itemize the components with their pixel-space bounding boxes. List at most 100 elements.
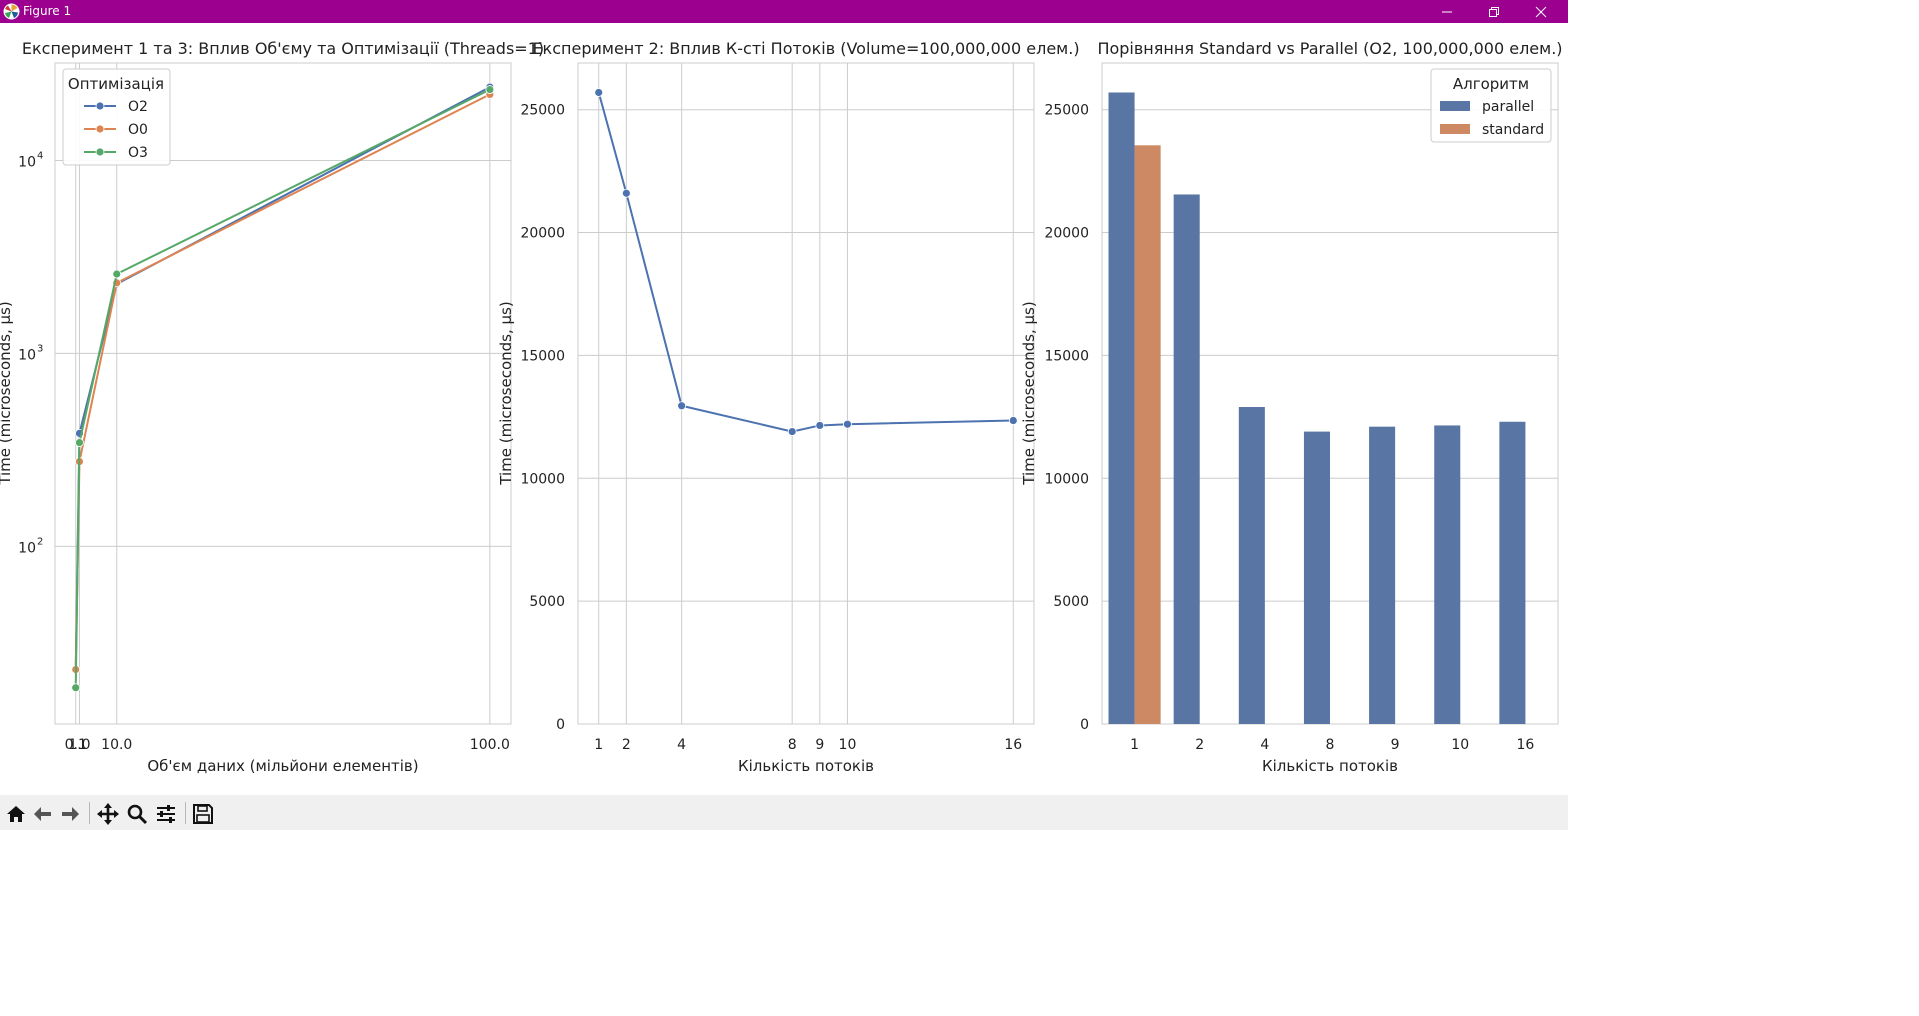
legend-title: Оптимізація xyxy=(68,75,164,93)
series-lines xyxy=(71,82,495,693)
navigation-toolbar xyxy=(0,795,1568,830)
legend-swatch xyxy=(1440,124,1470,134)
y-tick-label: 10 xyxy=(18,347,36,363)
x-tick-label: 8 xyxy=(788,737,797,753)
chart-title: Порівняння Standard vs Parallel (O2, 100… xyxy=(1097,39,1562,58)
x-tick-label: 16 xyxy=(1517,737,1535,753)
chart-standard-vs-parallel: 1 2 4 8 9 10 16 0 5000 10000 15000 20000 25000 Порі… xyxy=(1020,39,1563,775)
data-point-O3 xyxy=(112,269,122,279)
y-tick-label: 10 xyxy=(18,154,36,170)
legend-entry: O2 xyxy=(128,99,148,115)
x-tick-label: 16 xyxy=(1004,737,1022,753)
x-tick-label: 8 xyxy=(1326,737,1335,753)
restore-icon xyxy=(1489,6,1499,17)
y-tick-label: 25000 xyxy=(1044,103,1089,119)
legend-marker xyxy=(95,124,105,134)
x-tick-label: 1.0 xyxy=(68,737,90,753)
bar-parallel xyxy=(1434,425,1461,724)
data-point xyxy=(815,421,825,430)
bar-standard xyxy=(1134,145,1161,724)
chart-title: Експеримент 1 та 3: Вплив Об'єму та Опти… xyxy=(22,39,544,58)
arrow-right-icon xyxy=(62,807,79,821)
legend-marker xyxy=(95,147,105,157)
y-tick-label: 15000 xyxy=(1044,348,1089,364)
x-tick-label: 4 xyxy=(677,737,686,753)
y-tick-label: 5000 xyxy=(1053,594,1089,610)
data-point xyxy=(677,401,687,411)
home-button[interactable] xyxy=(3,801,29,827)
configure-subplots-button[interactable] xyxy=(153,801,179,827)
sliders-icon xyxy=(157,805,175,823)
zoom-button[interactable] xyxy=(124,801,150,827)
x-tick-label: 1 xyxy=(594,737,603,753)
y-tick-label: 25000 xyxy=(520,103,565,119)
arrow-left-icon xyxy=(34,807,51,821)
save-button[interactable] xyxy=(190,801,216,827)
x-tick-label: 9 xyxy=(815,737,824,753)
series-line-O3 xyxy=(74,88,491,688)
data-point xyxy=(787,427,797,436)
series-lines xyxy=(594,88,1018,436)
magnifier-icon xyxy=(127,804,148,825)
legend-entry: O3 xyxy=(128,145,148,161)
x-tick-label: 100.0 xyxy=(470,737,510,753)
legend-marker xyxy=(95,101,105,111)
x-axis-label: Кількість потоків xyxy=(738,757,874,775)
pan-button[interactable] xyxy=(95,801,121,827)
x-axis-label: Об'єм даних (мільйони елементів) xyxy=(147,757,418,775)
legend-entry: O0 xyxy=(128,122,148,138)
x-tick-label: 2 xyxy=(622,737,631,753)
grid-lines xyxy=(578,63,1034,725)
y-tick-label: 20000 xyxy=(1044,226,1089,242)
data-point xyxy=(594,88,604,97)
data-point xyxy=(843,419,852,429)
y-tick-labels: 0 5000 10000 15000 20000 25000 xyxy=(520,103,565,733)
x-tick-labels: 0.11.0 10.0 100.0 xyxy=(65,737,510,753)
legend-entry: parallel xyxy=(1482,99,1534,115)
matplotlib-icon xyxy=(3,3,20,20)
restore-button[interactable] xyxy=(1471,0,1517,23)
legend-swatch xyxy=(1440,101,1470,111)
x-tick-label: 4 xyxy=(1260,737,1269,753)
legend-entry: standard xyxy=(1482,122,1544,138)
bar-parallel xyxy=(1369,426,1396,724)
y-tick-exponent: 3 xyxy=(37,343,43,354)
x-tick-label: 9 xyxy=(1391,737,1400,753)
bar-parallel xyxy=(1173,194,1200,724)
home-icon xyxy=(7,806,25,822)
close-icon xyxy=(1535,6,1547,17)
y-tick-label: 5000 xyxy=(529,594,565,610)
data-point xyxy=(621,188,631,198)
move-icon xyxy=(97,803,119,825)
minimize-button[interactable] xyxy=(1424,0,1470,23)
plot-area xyxy=(577,62,1035,725)
back-button[interactable] xyxy=(30,801,56,827)
legend-frame xyxy=(62,68,171,166)
data-point xyxy=(1008,416,1018,425)
data-point-O3 xyxy=(71,683,81,693)
forward-button[interactable] xyxy=(57,801,83,827)
x-tick-label: 2 xyxy=(1195,737,1204,753)
toolbar-separator xyxy=(89,802,90,824)
bar-parallel xyxy=(1238,407,1265,724)
y-tick-label: 10000 xyxy=(520,471,565,487)
y-tick-exponent: 2 xyxy=(37,536,43,547)
x-tick-label: 10 xyxy=(1451,737,1469,753)
toolbar-separator xyxy=(185,802,186,824)
window-titlebar: Figure 1 xyxy=(0,0,1568,23)
y-tick-label: 10000 xyxy=(1044,471,1089,487)
minimize-icon xyxy=(1442,11,1452,12)
y-axis-label: Time (microseconds, μs) xyxy=(497,301,515,485)
y-tick-label: 20000 xyxy=(520,226,565,242)
y-tick-label: 0 xyxy=(556,717,565,733)
legend-title: Алгоритм xyxy=(1453,75,1529,93)
bars xyxy=(1108,92,1526,724)
chart-threads: 1 2 4 8 9 10 16 0 5000 10000 15000 20000 25000 Експ… xyxy=(497,39,1080,775)
floppy-icon xyxy=(193,804,213,824)
x-axis-label: Кількість потоків xyxy=(1262,757,1398,775)
close-button[interactable] xyxy=(1518,0,1564,23)
data-point-O3 xyxy=(485,85,495,94)
